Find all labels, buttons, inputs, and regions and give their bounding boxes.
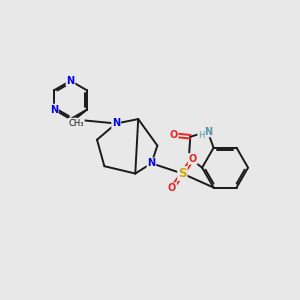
- Text: H: H: [198, 130, 204, 140]
- Text: N: N: [204, 127, 212, 136]
- Text: O: O: [189, 154, 197, 164]
- Text: S: S: [178, 167, 187, 180]
- Text: CH₃: CH₃: [68, 118, 84, 127]
- Text: N: N: [112, 118, 120, 128]
- Text: N: N: [50, 104, 58, 115]
- Text: O: O: [168, 183, 176, 193]
- Text: N: N: [66, 76, 75, 86]
- Text: N: N: [147, 158, 155, 168]
- Text: O: O: [169, 130, 178, 140]
